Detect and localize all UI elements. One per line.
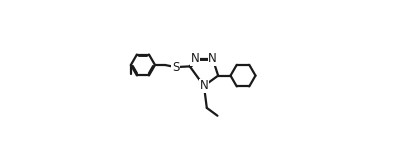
Text: S: S	[172, 61, 179, 74]
Text: N: N	[209, 52, 217, 65]
Text: N: N	[191, 52, 199, 65]
Text: N: N	[199, 79, 208, 92]
